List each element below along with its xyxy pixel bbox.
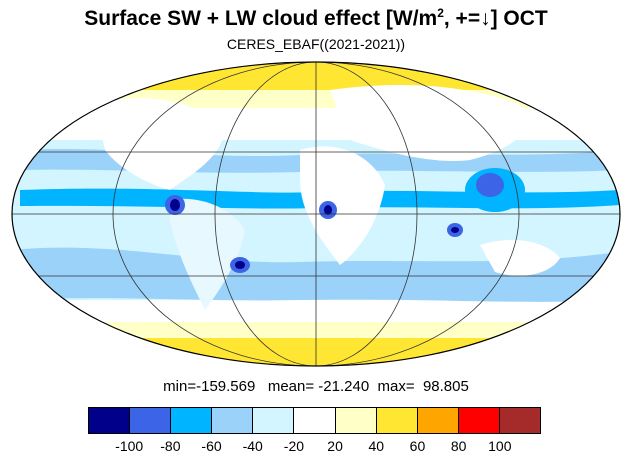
- hotspot-core-1: [170, 199, 180, 211]
- colorbar-box: [212, 408, 254, 433]
- colorbar-tick-label: 40: [368, 438, 385, 454]
- title-exponent: 2: [437, 6, 444, 20]
- north-america: [95, 98, 225, 190]
- colorbar-tick-label: 20: [327, 438, 343, 454]
- australia: [480, 239, 560, 276]
- mollweide-map: [11, 61, 621, 367]
- hotspot-core-2: [235, 261, 245, 269]
- colorbar-ticks: -100 -80 -60 -40 -20 20 40 60 80 100: [0, 438, 632, 458]
- hotspot-core-3: [324, 205, 332, 215]
- hotspot-core-4: [451, 227, 459, 233]
- colorbar-tick-label: -60: [201, 438, 222, 454]
- title-main: Surface SW + LW cloud effect [W/m: [84, 7, 438, 30]
- africa: [300, 146, 385, 265]
- map-field: [12, 62, 620, 366]
- plot-title: Surface SW + LW cloud effect [W/m2, +=↓]…: [0, 6, 632, 31]
- south-america: [170, 198, 245, 310]
- map-border: [11, 61, 621, 367]
- stat-max: max= 98.805: [377, 378, 469, 395]
- colorbar-box: [458, 408, 500, 433]
- eurasia: [330, 85, 527, 161]
- colorbar-box: [253, 408, 295, 433]
- colorbar-tick-label: -80: [160, 438, 181, 454]
- colorbar-box: [376, 408, 418, 433]
- colorbar-box: [294, 408, 336, 433]
- colorbar-box: [335, 408, 377, 433]
- maritime-core: [476, 173, 504, 197]
- colorbar-tick-label: -40: [242, 438, 263, 454]
- title-suffix: , +=↓] OCT: [443, 7, 548, 30]
- colorbar: [88, 407, 541, 434]
- stats-line: min=-159.569 mean= -21.240 max= 98.805: [0, 378, 632, 395]
- colorbar-box: [130, 408, 172, 433]
- colorbar-tick-label: -100: [115, 438, 144, 454]
- colorbar-box: [89, 408, 131, 433]
- colorbar-box: [499, 408, 541, 433]
- colorbar-tick-label: 100: [488, 438, 512, 454]
- plot-subtitle: CERES_EBAF((2021-2021)): [226, 36, 406, 52]
- colorbar-tick-label: 80: [450, 438, 467, 454]
- southern-storm-track: [12, 247, 620, 302]
- colorbar-tick-label: 60: [409, 438, 426, 454]
- colorbar-tick-label: -20: [283, 438, 305, 454]
- stat-min: min=-159.569: [163, 378, 256, 395]
- stat-mean: mean= -21.240: [267, 378, 370, 395]
- graticule: [12, 62, 620, 366]
- colorbar-box: [417, 408, 459, 433]
- colorbar-box: [171, 408, 213, 433]
